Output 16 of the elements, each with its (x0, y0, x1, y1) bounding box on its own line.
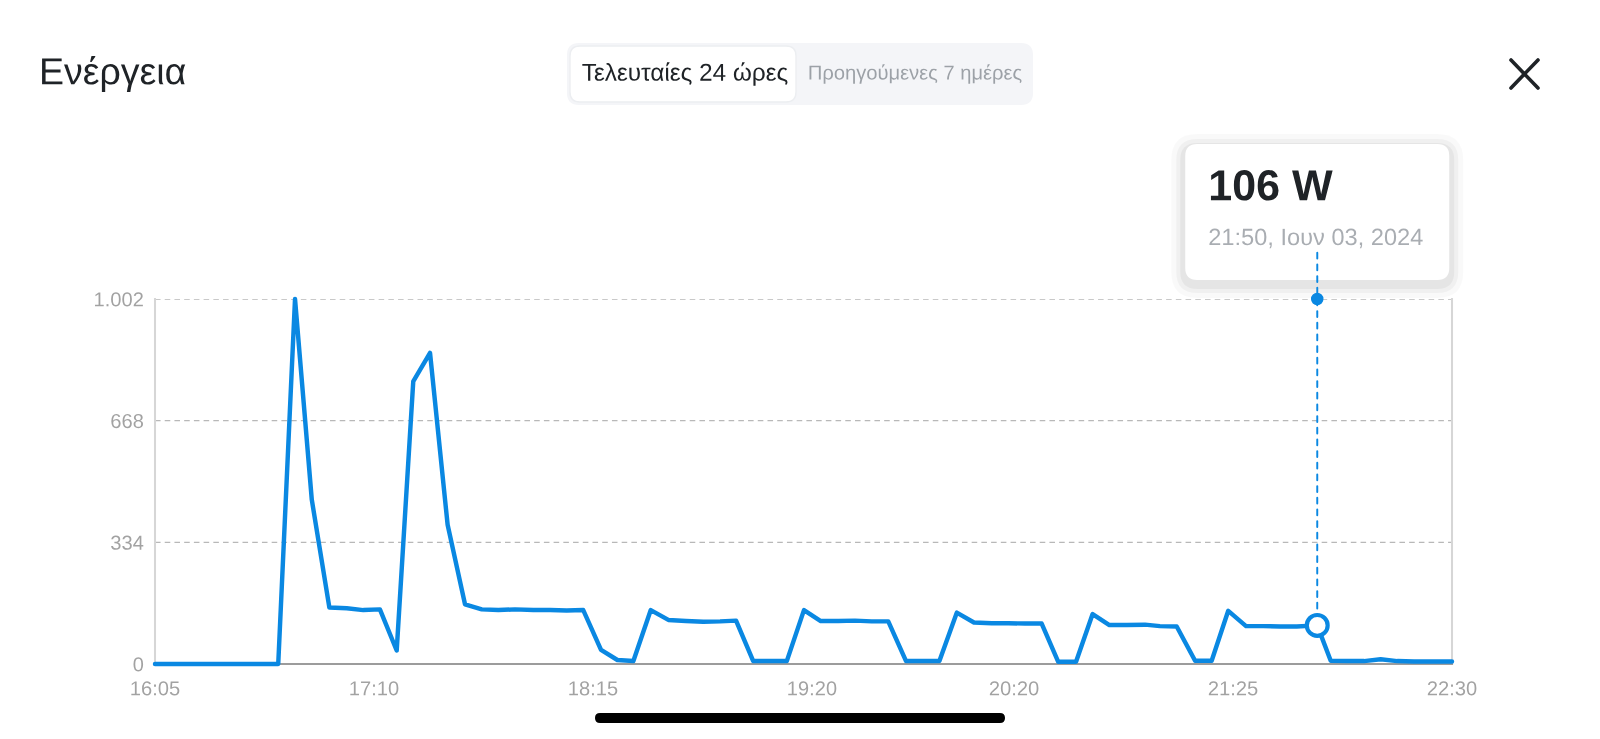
y-tick-label: 334 (111, 535, 144, 550)
y-tick-label: 668 (111, 413, 144, 429)
x-tick-label: 21:25 (1208, 681, 1258, 696)
text: Τελευταίες 24 ώρες (582, 62, 788, 86)
x-tick-label: 22:30 (1427, 681, 1477, 696)
x-tick-label: 18:15 (569, 681, 618, 696)
chart-title: Ενέργεια (42, 55, 186, 93)
y-tick-label: 1.002 (95, 292, 143, 307)
text: 106 W (1210, 170, 1333, 201)
text: Προηγούμενες 7 ημέρες (809, 64, 1022, 84)
annotation: 21:50, Ιουν 03, 2024 (1209, 228, 1423, 249)
x-tick-label: 20:20 (989, 681, 1039, 696)
x-tick-label: 16:05 (131, 681, 180, 696)
x-tick-label: 19:20 (788, 681, 837, 696)
y-tick-label: 0 (133, 657, 144, 672)
x-tick-label: 17:10 (350, 681, 399, 696)
